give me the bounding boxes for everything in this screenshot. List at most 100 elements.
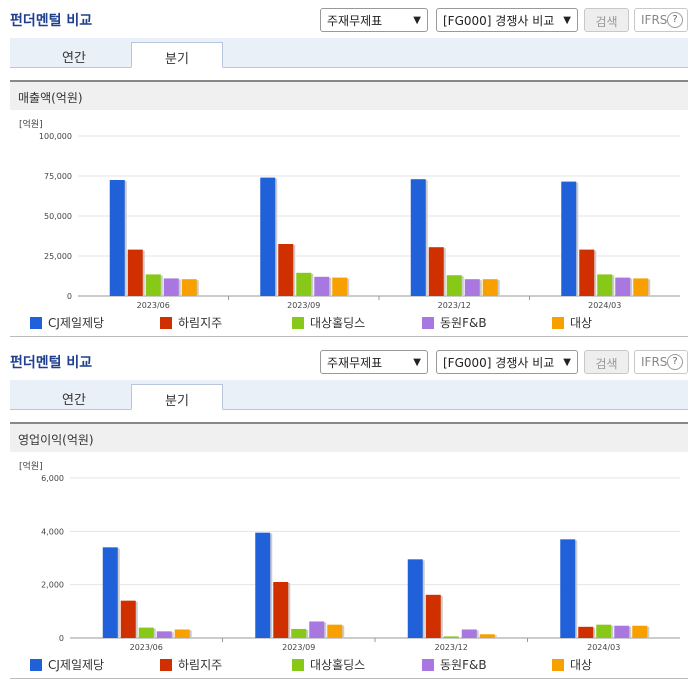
- legend-swatch: [30, 659, 42, 671]
- search-button[interactable]: 검색: [584, 8, 629, 32]
- x-tick-label: 2023/06: [130, 643, 163, 652]
- legend-label: 하림지주: [178, 316, 223, 330]
- y-tick-label: 0: [67, 292, 72, 301]
- x-tick-label: 2023/06: [137, 301, 170, 310]
- bar[interactable]: [596, 624, 612, 638]
- operating-profit-bar-chart: 0 2,000 4,000 6,000 2023/06 2023/09 2023/12 202…: [41, 474, 680, 652]
- legend-item[interactable]: CJ제일제당: [30, 656, 104, 673]
- bar[interactable]: [428, 247, 444, 296]
- bar[interactable]: [410, 179, 426, 296]
- bar[interactable]: [127, 249, 143, 296]
- tab-annual[interactable]: 연간: [62, 51, 86, 66]
- bar[interactable]: [446, 275, 462, 296]
- legend-item[interactable]: 대상: [552, 656, 592, 673]
- bar[interactable]: [332, 277, 348, 296]
- peer-group-select-value: [FG000] 경쟁사 비교: [443, 356, 555, 370]
- bar[interactable]: [138, 627, 154, 638]
- tab-annual[interactable]: 연간: [62, 393, 86, 408]
- bar[interactable]: [109, 180, 125, 296]
- statement-select[interactable]: 주재무제표 ▼: [320, 8, 428, 32]
- chart-title: 영업이익(억원): [10, 422, 688, 452]
- bar[interactable]: [632, 625, 648, 638]
- tab-quarterly[interactable]: 분기: [131, 42, 223, 68]
- divider: [10, 336, 688, 337]
- x-tick-label: 2024/03: [587, 643, 620, 652]
- legend-label: 대상홀딩스: [310, 316, 366, 330]
- legend-item[interactable]: 대상홀딩스: [292, 314, 365, 331]
- bar[interactable]: [102, 547, 118, 638]
- bar[interactable]: [614, 625, 630, 638]
- legend-item[interactable]: CJ제일제당: [30, 314, 104, 331]
- bar[interactable]: [407, 559, 423, 638]
- bar[interactable]: [255, 532, 271, 638]
- tab-quarterly[interactable]: 분기: [131, 384, 223, 410]
- bar[interactable]: [120, 600, 136, 638]
- bar[interactable]: [615, 277, 631, 296]
- bar[interactable]: [579, 249, 595, 296]
- legend-item[interactable]: 하림지주: [160, 314, 222, 331]
- legend-item[interactable]: 하림지주: [160, 656, 222, 673]
- period-tabs: 연간 분기: [10, 380, 688, 410]
- legend-label: 대상: [570, 658, 593, 672]
- bar[interactable]: [273, 582, 289, 638]
- help-icon: ?: [667, 12, 683, 28]
- legend-swatch: [552, 317, 564, 329]
- bar[interactable]: [278, 244, 294, 296]
- legend-label: 대상: [570, 316, 593, 330]
- legend-label: 동원F&B: [440, 316, 487, 330]
- peer-group-select[interactable]: [FG000] 경쟁사 비교 ▼: [436, 350, 578, 374]
- y-tick-label: 50,000: [44, 212, 72, 221]
- bar[interactable]: [578, 626, 594, 638]
- bar[interactable]: [461, 629, 477, 638]
- y-tick-label: 4,000: [41, 527, 64, 536]
- bar[interactable]: [633, 278, 649, 296]
- x-tick-label: 2023/09: [287, 301, 320, 310]
- legend-label: CJ제일제당: [48, 658, 105, 672]
- legend-item[interactable]: 동원F&B: [422, 656, 487, 673]
- ifrs-button[interactable]: IFRS ?: [634, 350, 688, 374]
- bar[interactable]: [597, 274, 613, 296]
- x-tick-label: 2023/12: [438, 301, 471, 310]
- bar[interactable]: [163, 278, 179, 296]
- bar[interactable]: [156, 631, 172, 638]
- peer-group-select[interactable]: [FG000] 경쟁사 비교 ▼: [436, 8, 578, 32]
- period-tabs: 연간 분기: [10, 38, 688, 68]
- legend-item[interactable]: 대상: [552, 314, 592, 331]
- legend-swatch: [30, 317, 42, 329]
- bar[interactable]: [309, 621, 325, 638]
- statement-select-value: 주재무제표: [327, 14, 383, 28]
- bar[interactable]: [327, 624, 343, 638]
- bar[interactable]: [443, 636, 459, 638]
- bar[interactable]: [181, 279, 197, 296]
- ifrs-button[interactable]: IFRS ?: [634, 8, 688, 32]
- search-button[interactable]: 검색: [584, 350, 629, 374]
- bar[interactable]: [291, 628, 307, 638]
- bar[interactable]: [425, 594, 441, 638]
- x-tick-label: 2023/12: [435, 643, 468, 652]
- chart-title: 매출액(억원): [10, 80, 688, 110]
- bar[interactable]: [464, 279, 480, 296]
- chevron-down-icon: ▼: [563, 357, 571, 368]
- legend-item[interactable]: 동원F&B: [422, 314, 487, 331]
- legend-item[interactable]: 대상홀딩스: [292, 656, 365, 673]
- bar[interactable]: [314, 276, 330, 296]
- ifrs-label: IFRS: [641, 355, 668, 369]
- chart-legend: CJ제일제당 하림지주 대상홀딩스 동원F&B 대상: [30, 314, 670, 330]
- bar[interactable]: [260, 177, 276, 296]
- divider: [10, 678, 688, 679]
- x-tick-label: 2023/09: [282, 643, 315, 652]
- bar[interactable]: [479, 634, 495, 638]
- y-tick-label: 0: [59, 634, 64, 643]
- fundamental-section-sales: 펀더멘털 비교 주재무제표 ▼ [FG000] 경쟁사 비교 ▼ 검색 IFRS…: [0, 0, 696, 340]
- legend-swatch: [552, 659, 564, 671]
- bar[interactable]: [560, 539, 576, 638]
- y-tick-label: 100,000: [39, 132, 72, 141]
- bar[interactable]: [482, 279, 498, 296]
- bar[interactable]: [145, 274, 161, 296]
- y-tick-label: 75,000: [44, 172, 72, 181]
- bar[interactable]: [561, 181, 577, 296]
- statement-select[interactable]: 주재무제표 ▼: [320, 350, 428, 374]
- unit-label: [억원]: [19, 120, 43, 130]
- bar[interactable]: [296, 272, 312, 296]
- bar[interactable]: [174, 629, 190, 638]
